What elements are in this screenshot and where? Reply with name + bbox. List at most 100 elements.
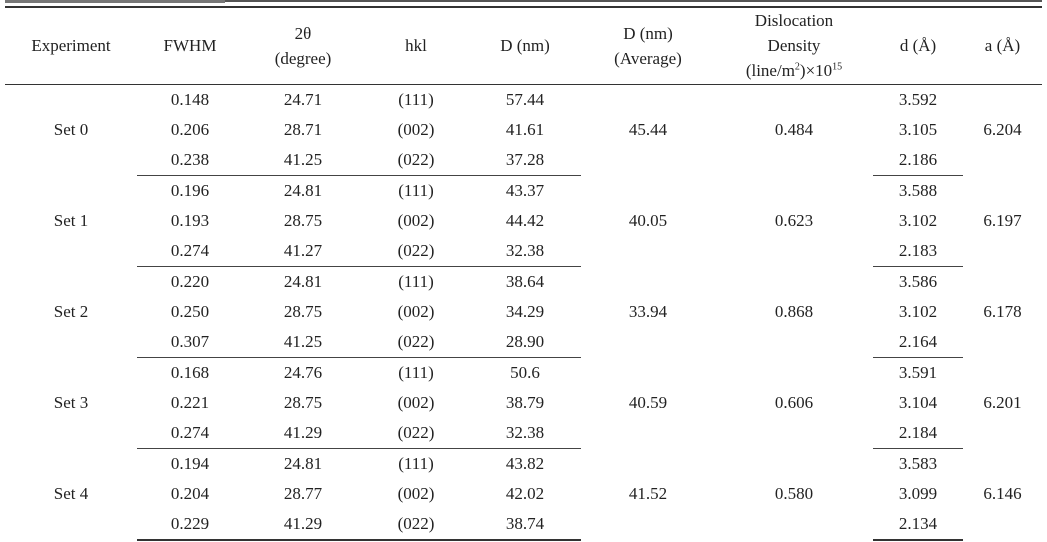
fwhm-cell: 0.206 xyxy=(170,119,210,139)
crystallite-size-average-cell: 40.59 xyxy=(628,392,668,412)
dislocation-density-cell: 0.484 xyxy=(774,119,814,139)
crystallite-size-cell: 38.64 xyxy=(505,271,545,291)
table-row: 0.238 41.25 (022) 37.28 2.186 xyxy=(5,144,1042,176)
experiment-cell: Set 3 xyxy=(53,392,89,412)
crystallite-size-cell: 28.90 xyxy=(469,326,581,358)
d-spacing-cell: 3.583 xyxy=(898,453,938,473)
hkl-cell: (111) xyxy=(398,89,434,109)
two-theta-cell: 28.77 xyxy=(283,483,323,503)
crystallite-size-cell: 41.61 xyxy=(505,119,545,139)
table-header: Experiment FWHM 2θ (degree) hkl D (nm) D… xyxy=(5,6,1042,85)
d-spacing-cell: 3.102 xyxy=(898,301,938,321)
dislocation-density-cell: 0.606 xyxy=(774,392,814,412)
table-row: Set 2 0.220 24.81 (111) 38.64 33.94 0.868 3.586… xyxy=(5,266,1042,321)
two-theta-cell: 24.81 xyxy=(283,271,323,291)
dislocation-density-cell: 0.623 xyxy=(774,210,814,230)
table-row: 0.204 28.77 (002) 42.02 3.099 xyxy=(5,479,1042,509)
xrd-results-table: Experiment FWHM 2θ (degree) hkl D (nm) D… xyxy=(5,6,1042,541)
fwhm-cell: 0.274 xyxy=(137,417,243,449)
fwhm-cell: 0.148 xyxy=(170,89,210,109)
experiment-cell: Set 4 xyxy=(53,483,89,503)
two-theta-cell: 28.71 xyxy=(283,119,323,139)
hkl-cell: (002) xyxy=(397,301,435,321)
crystallite-size-cell: 38.79 xyxy=(505,392,545,412)
crystallite-size-cell: 34.29 xyxy=(505,301,545,321)
hkl-cell: (111) xyxy=(398,271,434,291)
hkl-cell: (022) xyxy=(363,508,469,541)
lattice-constant-cell: 6.178 xyxy=(983,301,1022,321)
table-row: 0.221 28.75 (002) 38.79 3.104 xyxy=(5,388,1042,418)
d-spacing-cell: 3.099 xyxy=(898,483,938,503)
crystallite-size-average-cell: 45.44 xyxy=(628,119,668,139)
cropped-caption-fragment xyxy=(5,0,225,3)
table-row: 0.206 28.71 (002) 41.61 3.105 xyxy=(5,115,1042,145)
crystallite-size-average-cell: 33.94 xyxy=(628,301,668,321)
two-theta-cell: 24.81 xyxy=(283,180,323,200)
table-row: 0.229 41.29 (022) 38.74 2.134 xyxy=(5,508,1042,541)
fwhm-cell: 0.168 xyxy=(170,362,210,382)
hkl-cell: (002) xyxy=(397,210,435,230)
lattice-constant-cell: 6.204 xyxy=(983,119,1022,139)
dislocation-density-cell: 0.868 xyxy=(774,301,814,321)
lattice-constant-cell: 6.197 xyxy=(983,210,1022,230)
crystallite-size-cell: 32.38 xyxy=(469,417,581,449)
fwhm-cell: 0.274 xyxy=(137,235,243,267)
table-row: Set 0 0.148 24.71 (111) 57.44 45.44 0.484 3.592… xyxy=(5,84,1042,139)
dislocation-density-cell: 0.580 xyxy=(774,483,814,503)
lattice-constant-cell: 6.146 xyxy=(983,483,1022,503)
header-d-spacing: d (Å) xyxy=(873,6,963,85)
d-spacing-cell: 3.105 xyxy=(898,119,938,139)
hkl-cell: (022) xyxy=(363,326,469,358)
crystallite-size-average-cell: 40.05 xyxy=(628,210,668,230)
two-theta-cell: 24.71 xyxy=(283,89,323,109)
fwhm-cell: 0.196 xyxy=(170,180,210,200)
experiment-cell: Set 2 xyxy=(53,301,89,321)
d-spacing-cell: 2.134 xyxy=(873,508,963,541)
two-theta-cell: 41.25 xyxy=(243,326,363,358)
hkl-cell: (022) xyxy=(363,144,469,176)
table-row: 0.274 41.29 (022) 32.38 2.184 xyxy=(5,417,1042,449)
table-row: Set 4 0.194 24.81 (111) 43.82 41.52 0.580 3.583… xyxy=(5,448,1042,503)
two-theta-cell: 24.81 xyxy=(283,453,323,473)
d-spacing-cell: 3.591 xyxy=(898,362,938,382)
fwhm-cell: 0.307 xyxy=(137,326,243,358)
header-fwhm: FWHM xyxy=(137,6,243,85)
two-theta-cell: 24.76 xyxy=(283,362,323,382)
two-theta-cell: 41.25 xyxy=(243,144,363,176)
crystallite-size-cell: 38.74 xyxy=(469,508,581,541)
fwhm-cell: 0.194 xyxy=(170,453,210,473)
hkl-cell: (002) xyxy=(397,483,435,503)
header-two-theta: 2θ (degree) xyxy=(243,6,363,85)
crystallite-size-cell: 37.28 xyxy=(469,144,581,176)
xrd-results-table-container: Experiment FWHM 2θ (degree) hkl D (nm) D… xyxy=(5,6,1042,541)
two-theta-cell: 41.27 xyxy=(243,235,363,267)
two-theta-cell: 28.75 xyxy=(283,392,323,412)
crystallite-size-cell: 43.82 xyxy=(505,453,545,473)
table-row: Set 3 0.168 24.76 (111) 50.6 40.59 0.606 3.591 6… xyxy=(5,357,1042,412)
crystallite-size-cell: 57.44 xyxy=(505,89,545,109)
table-row: 0.307 41.25 (022) 28.90 2.164 xyxy=(5,326,1042,358)
fwhm-cell: 0.238 xyxy=(137,144,243,176)
header-dislocation-density: Dislocation Density (line/m2)×1015 xyxy=(715,6,873,85)
header-row: Experiment FWHM 2θ (degree) hkl D (nm) D… xyxy=(5,6,1042,85)
header-lattice-constant: a (Å) xyxy=(963,6,1042,85)
d-spacing-cell: 2.164 xyxy=(873,326,963,358)
table-row: 0.274 41.27 (022) 32.38 2.183 xyxy=(5,235,1042,267)
hkl-cell: (111) xyxy=(398,453,434,473)
two-theta-cell: 41.29 xyxy=(243,417,363,449)
table-row: Set 1 0.196 24.81 (111) 43.37 40.05 0.623 3.588… xyxy=(5,175,1042,230)
crystallite-size-cell: 44.42 xyxy=(505,210,545,230)
fwhm-cell: 0.221 xyxy=(170,392,210,412)
d-spacing-cell: 3.102 xyxy=(898,210,938,230)
crystallite-size-cell: 32.38 xyxy=(469,235,581,267)
fwhm-cell: 0.229 xyxy=(137,508,243,541)
d-spacing-cell: 3.592 xyxy=(898,89,938,109)
fwhm-cell: 0.220 xyxy=(170,271,210,291)
two-theta-cell: 41.29 xyxy=(243,508,363,541)
hkl-cell: (022) xyxy=(363,417,469,449)
experiment-cell: Set 1 xyxy=(53,210,89,230)
d-spacing-cell: 3.588 xyxy=(898,180,938,200)
d-spacing-cell: 2.186 xyxy=(873,144,963,176)
header-hkl: hkl xyxy=(363,6,469,85)
hkl-cell: (111) xyxy=(398,180,434,200)
